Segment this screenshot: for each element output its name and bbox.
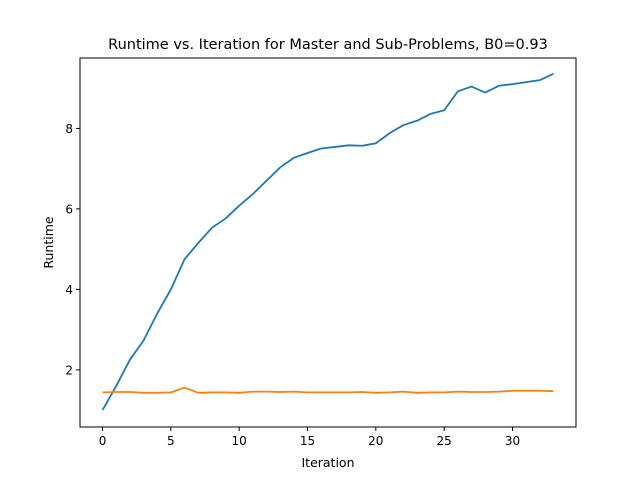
y-axis-label: Runtime	[41, 216, 56, 269]
x-tick-label: 0	[99, 434, 107, 448]
x-tick-label: 10	[232, 434, 247, 448]
series-line-2	[102, 386, 554, 394]
chart-title: Runtime vs. Iteration for Master and Sub…	[108, 37, 548, 53]
x-tick-label: 20	[368, 434, 383, 448]
series-layer	[101, 72, 554, 411]
y-tick-label: 4	[65, 283, 73, 297]
y-tick-label: 6	[65, 202, 73, 216]
ticks-layer: 0 5 10 15 20 25 30 2 4 6 8	[65, 122, 520, 448]
plot-frame	[79, 57, 577, 428]
x-tick-label: 30	[505, 434, 520, 448]
y-tick-label: 8	[65, 122, 73, 136]
x-tick-label: 5	[167, 434, 175, 448]
series-line-1	[101, 72, 554, 411]
x-axis-label: Iteration	[301, 455, 354, 470]
x-tick-label: 15	[300, 434, 315, 448]
y-tick-label: 2	[65, 363, 73, 377]
x-tick-label: 25	[437, 434, 452, 448]
